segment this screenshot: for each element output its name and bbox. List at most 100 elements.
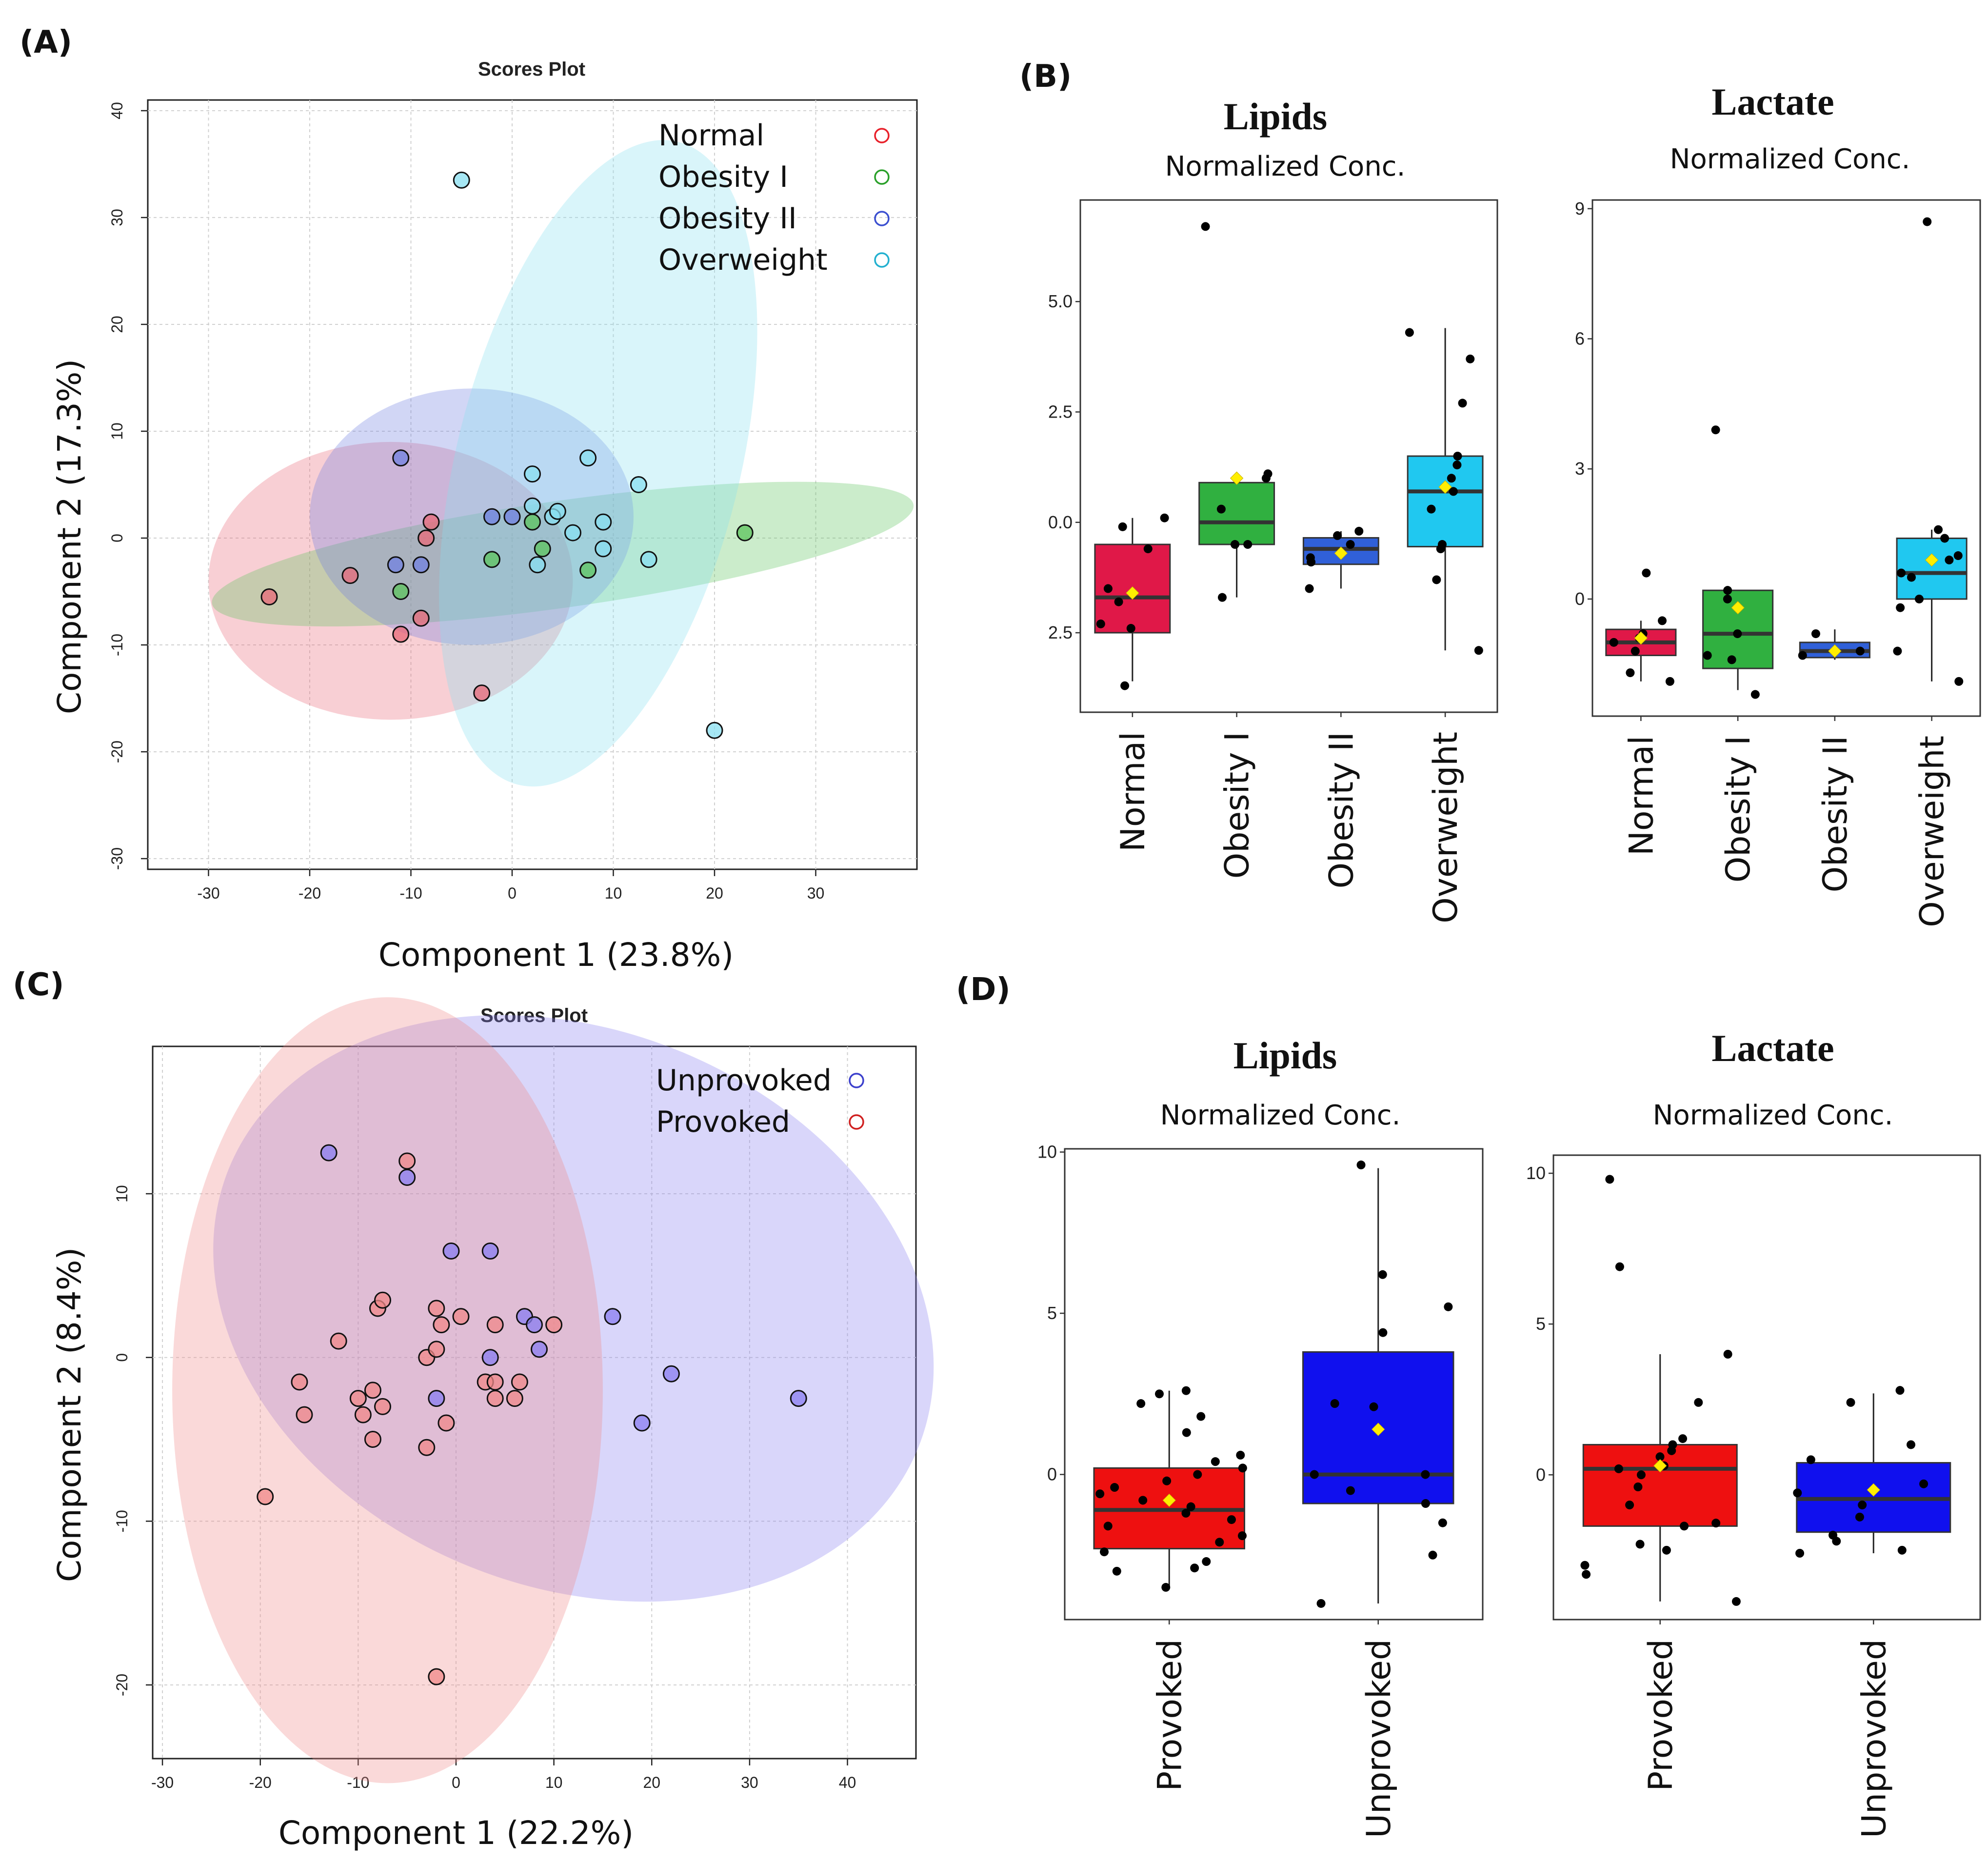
data-point xyxy=(1114,597,1123,606)
y-tick-label: 5 xyxy=(1047,1303,1057,1323)
confidence-ellipse-obesity-i xyxy=(212,481,914,627)
y-tick-label: 9 xyxy=(1575,199,1585,219)
score-point-normal xyxy=(392,625,410,643)
data-point xyxy=(1136,1399,1146,1408)
x-tick-label: 20 xyxy=(643,1774,660,1791)
score-point-obesity-ii xyxy=(503,508,521,525)
data-point xyxy=(1668,1440,1677,1449)
data-point xyxy=(1953,551,1963,561)
confidence-ellipse-obesity-ii xyxy=(310,388,634,645)
score-point-overweight xyxy=(529,556,546,574)
box-subtitle-d-lactate: Normalized Conc. xyxy=(1653,1100,1893,1131)
legend-label-unprovoked: Unprovoked xyxy=(656,1063,832,1098)
data-point xyxy=(1243,540,1252,549)
category-label-overweight: Overweight xyxy=(1913,736,1952,927)
data-point xyxy=(1263,469,1272,479)
y-tick-label: 40 xyxy=(108,102,126,120)
legend-label-normal: Normal xyxy=(658,119,764,153)
scores-plot-title-c: Scores Plot xyxy=(480,1005,588,1026)
score-point-provoked xyxy=(428,1341,445,1358)
data-point xyxy=(1806,1455,1815,1464)
score-point-normal xyxy=(473,684,491,702)
box-plot-d-1: 10 5 0 Provoked Unprovoked xyxy=(1526,1154,1981,1838)
score-point-provoked xyxy=(506,1390,523,1407)
score-point-provoked xyxy=(349,1390,367,1407)
x-tick-label: 10 xyxy=(605,884,622,902)
score-point-provoked xyxy=(511,1373,528,1391)
data-point xyxy=(1432,575,1441,584)
x-axis-label-a: Component 1 (23.8%) xyxy=(378,936,734,974)
y-tick-label: 3 xyxy=(1575,459,1585,479)
legend-marker-overweight xyxy=(874,252,890,268)
data-point xyxy=(1237,1531,1247,1541)
data-point xyxy=(1354,526,1364,536)
y-tick-label: 0 xyxy=(1536,1464,1546,1484)
score-point-unprovoked xyxy=(481,1349,499,1366)
score-point-obesity-i xyxy=(524,513,541,531)
data-point xyxy=(1605,1175,1614,1184)
data-point xyxy=(1914,594,1924,603)
legend-label-overweight: Overweight xyxy=(658,243,828,277)
category-label-obesity-i: Obesity I xyxy=(1719,736,1758,882)
data-point xyxy=(1215,1538,1224,1547)
data-point xyxy=(1846,1398,1855,1407)
x-tick-label: 40 xyxy=(839,1774,856,1791)
score-point-unprovoked xyxy=(481,1242,499,1260)
data-point xyxy=(1795,1549,1805,1558)
data-point xyxy=(1378,1328,1388,1337)
score-point-obesity-i xyxy=(483,551,500,568)
category-label-provoked: Provoked xyxy=(1151,1639,1189,1791)
data-point xyxy=(1453,452,1462,461)
data-point xyxy=(1447,474,1456,483)
box-title-d-lipids: Lipids xyxy=(1233,1034,1337,1077)
data-point xyxy=(1954,677,1964,686)
data-point xyxy=(1120,681,1130,690)
data-point xyxy=(1181,1386,1191,1395)
data-point xyxy=(1161,1583,1171,1592)
data-point xyxy=(1945,555,1954,564)
score-point-overweight xyxy=(595,540,612,558)
y-tick-label: 0 xyxy=(108,534,126,542)
data-point xyxy=(1444,1302,1453,1311)
score-point-obesity-i xyxy=(534,540,551,558)
y-tick-label: 5 xyxy=(1536,1314,1546,1334)
data-point xyxy=(1190,1563,1199,1573)
data-point xyxy=(1216,504,1226,514)
data-point xyxy=(1449,487,1458,496)
mean-marker xyxy=(1731,601,1745,615)
score-point-provoked xyxy=(364,1382,381,1399)
mean-marker xyxy=(1653,1459,1667,1473)
data-point xyxy=(1855,1512,1864,1522)
data-point xyxy=(1330,1399,1339,1408)
data-point xyxy=(1346,540,1355,549)
data-point xyxy=(1143,544,1153,554)
score-point-unprovoked xyxy=(320,1144,338,1162)
data-point xyxy=(1680,1522,1689,1531)
data-point xyxy=(1201,222,1210,231)
legend-marker-obesity-i xyxy=(874,169,890,185)
data-point xyxy=(1940,534,1949,543)
score-point-provoked xyxy=(291,1373,308,1391)
y-tick-label: -20 xyxy=(108,741,126,763)
score-point-provoked xyxy=(428,1300,445,1317)
score-point-unprovoked xyxy=(633,1414,651,1432)
y-tick-label: 6 xyxy=(1575,329,1585,349)
category-label-unprovoked: Unprovoked xyxy=(1360,1639,1398,1838)
data-point xyxy=(1895,1386,1905,1395)
y-axis-label-a: Component 2 (17.3%) xyxy=(51,359,88,714)
box-subtitle-b-lactate: Normalized Conc. xyxy=(1670,143,1910,175)
legend-marker-normal xyxy=(874,128,890,143)
score-point-normal xyxy=(417,529,435,547)
data-point xyxy=(1421,1470,1430,1479)
y-tick-label: -10 xyxy=(113,1510,131,1532)
data-point xyxy=(1438,1518,1447,1527)
score-point-provoked xyxy=(364,1431,381,1448)
score-point-overweight xyxy=(524,465,541,483)
score-point-provoked xyxy=(452,1308,470,1325)
data-point xyxy=(1897,568,1906,578)
score-point-normal xyxy=(260,588,278,605)
box-plot-b-0: 5.0 2.5 0.0 2.5 Normal Obesity I Obesity II Ove… xyxy=(1048,199,1498,923)
legend-marker-unprovoked xyxy=(849,1073,864,1088)
data-point xyxy=(1897,1545,1907,1555)
